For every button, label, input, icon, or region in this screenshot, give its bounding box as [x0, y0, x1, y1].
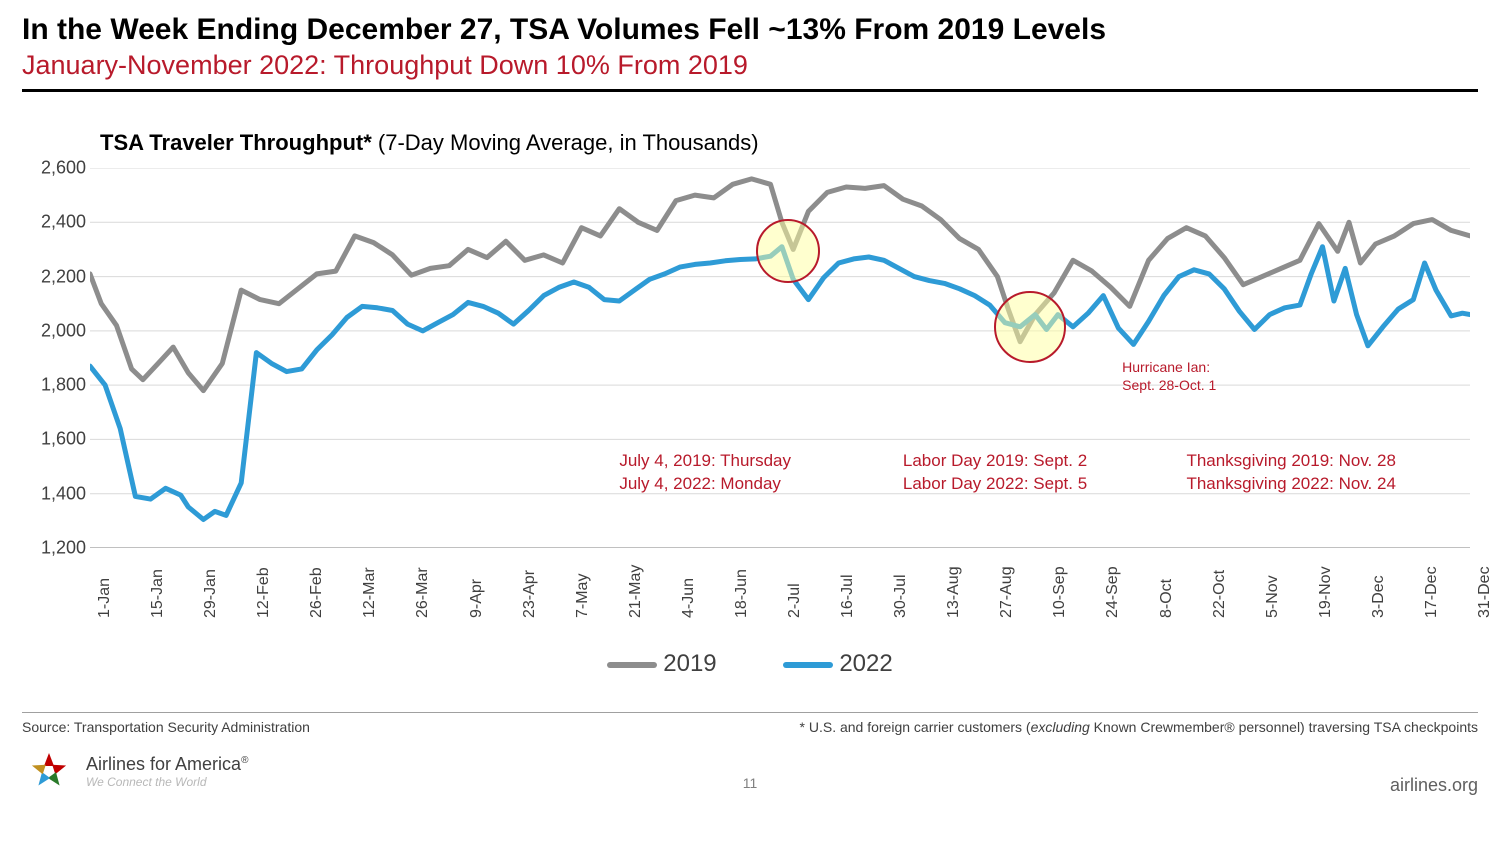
chart-block: TSA Traveler Throughput* (7-Day Moving A…	[20, 130, 1480, 690]
ytick-label: 2,400	[26, 212, 86, 233]
chart-annotation: Thanksgiving 2019: Nov. 28Thanksgiving 2…	[1186, 450, 1395, 496]
ytick-label: 2,200	[26, 266, 86, 287]
xtick-label: 4-Jun	[680, 578, 698, 618]
title-sub: January-November 2022: Throughput Down 1…	[22, 50, 1478, 81]
footer-note: * U.S. and foreign carrier customers (ex…	[800, 719, 1478, 735]
xtick-label: 29-Jan	[202, 569, 220, 618]
xtick-label: 1-Jan	[96, 578, 114, 618]
xtick-label: 10-Sep	[1051, 566, 1069, 618]
ytick-label: 2,600	[26, 158, 86, 179]
ytick-label: 1,600	[26, 429, 86, 450]
site-url: airlines.org	[1390, 775, 1478, 796]
logo-brand: Airlines for America®	[86, 754, 248, 775]
page-number: 11	[0, 775, 1500, 791]
slide: In the Week Ending December 27, TSA Volu…	[0, 0, 1500, 853]
footer-rule	[22, 712, 1478, 713]
xtick-label: 12-Feb	[255, 567, 273, 618]
legend-label-2022: 2022	[839, 650, 892, 677]
xtick-label: 19-Nov	[1317, 566, 1335, 618]
chart-title-rest: (7-Day Moving Average, in Thousands)	[372, 130, 759, 155]
xtick-label: 21-May	[627, 565, 645, 618]
xtick-label: 26-Mar	[414, 567, 432, 618]
legend-item-2022: 2022	[783, 650, 892, 678]
footer-source: Source: Transportation Security Administ…	[22, 719, 310, 735]
xtick-label: 22-Oct	[1211, 570, 1229, 618]
xtick-label: 2-Jul	[786, 583, 804, 618]
xtick-label: 7-May	[574, 574, 592, 618]
footer: Source: Transportation Security Administ…	[22, 712, 1478, 735]
ytick-label: 1,200	[26, 538, 86, 559]
legend-swatch-2019	[607, 662, 657, 668]
xtick-label: 16-Jul	[839, 574, 857, 618]
footer-row: Source: Transportation Security Administ…	[22, 719, 1478, 735]
xtick-label: 24-Sep	[1104, 566, 1122, 618]
title-main: In the Week Ending December 27, TSA Volu…	[22, 12, 1478, 48]
legend: 2019 2022	[20, 650, 1480, 678]
xtick-label: 9-Apr	[468, 579, 486, 618]
xtick-label: 27-Aug	[998, 566, 1016, 618]
xtick-label: 13-Aug	[945, 566, 963, 618]
highlight-circle	[994, 291, 1066, 363]
chart-title-bold: TSA Traveler Throughput*	[100, 130, 372, 155]
highlight-circle	[756, 219, 820, 283]
ytick-label: 1,400	[26, 483, 86, 504]
xtick-label: 5-Nov	[1264, 575, 1282, 618]
title-rule	[22, 89, 1478, 92]
xtick-label: 8-Oct	[1158, 579, 1176, 618]
xtick-label: 3-Dec	[1370, 575, 1388, 618]
xtick-label: 18-Jun	[733, 569, 751, 618]
xtick-label: 17-Dec	[1423, 566, 1441, 618]
ytick-label: 1,800	[26, 375, 86, 396]
title-area: In the Week Ending December 27, TSA Volu…	[22, 12, 1478, 92]
ytick-label: 2,000	[26, 320, 86, 341]
xtick-label: 31-Dec	[1476, 566, 1494, 618]
chart-annotation: Hurricane Ian:Sept. 28-Oct. 1	[1122, 358, 1216, 394]
chart-title: TSA Traveler Throughput* (7-Day Moving A…	[100, 130, 759, 156]
chart-annotation: July 4, 2019: ThursdayJuly 4, 2022: Mond…	[619, 450, 791, 496]
xtick-label: 12-Mar	[361, 567, 379, 618]
chart-annotation: Labor Day 2019: Sept. 2Labor Day 2022: S…	[903, 450, 1087, 496]
xtick-label: 30-Jul	[892, 574, 910, 618]
legend-item-2019: 2019	[607, 650, 716, 678]
legend-swatch-2022	[783, 662, 833, 668]
xtick-label: 26-Feb	[308, 567, 326, 618]
xtick-label: 23-Apr	[521, 570, 539, 618]
legend-label-2019: 2019	[663, 650, 716, 677]
xtick-label: 15-Jan	[149, 569, 167, 618]
